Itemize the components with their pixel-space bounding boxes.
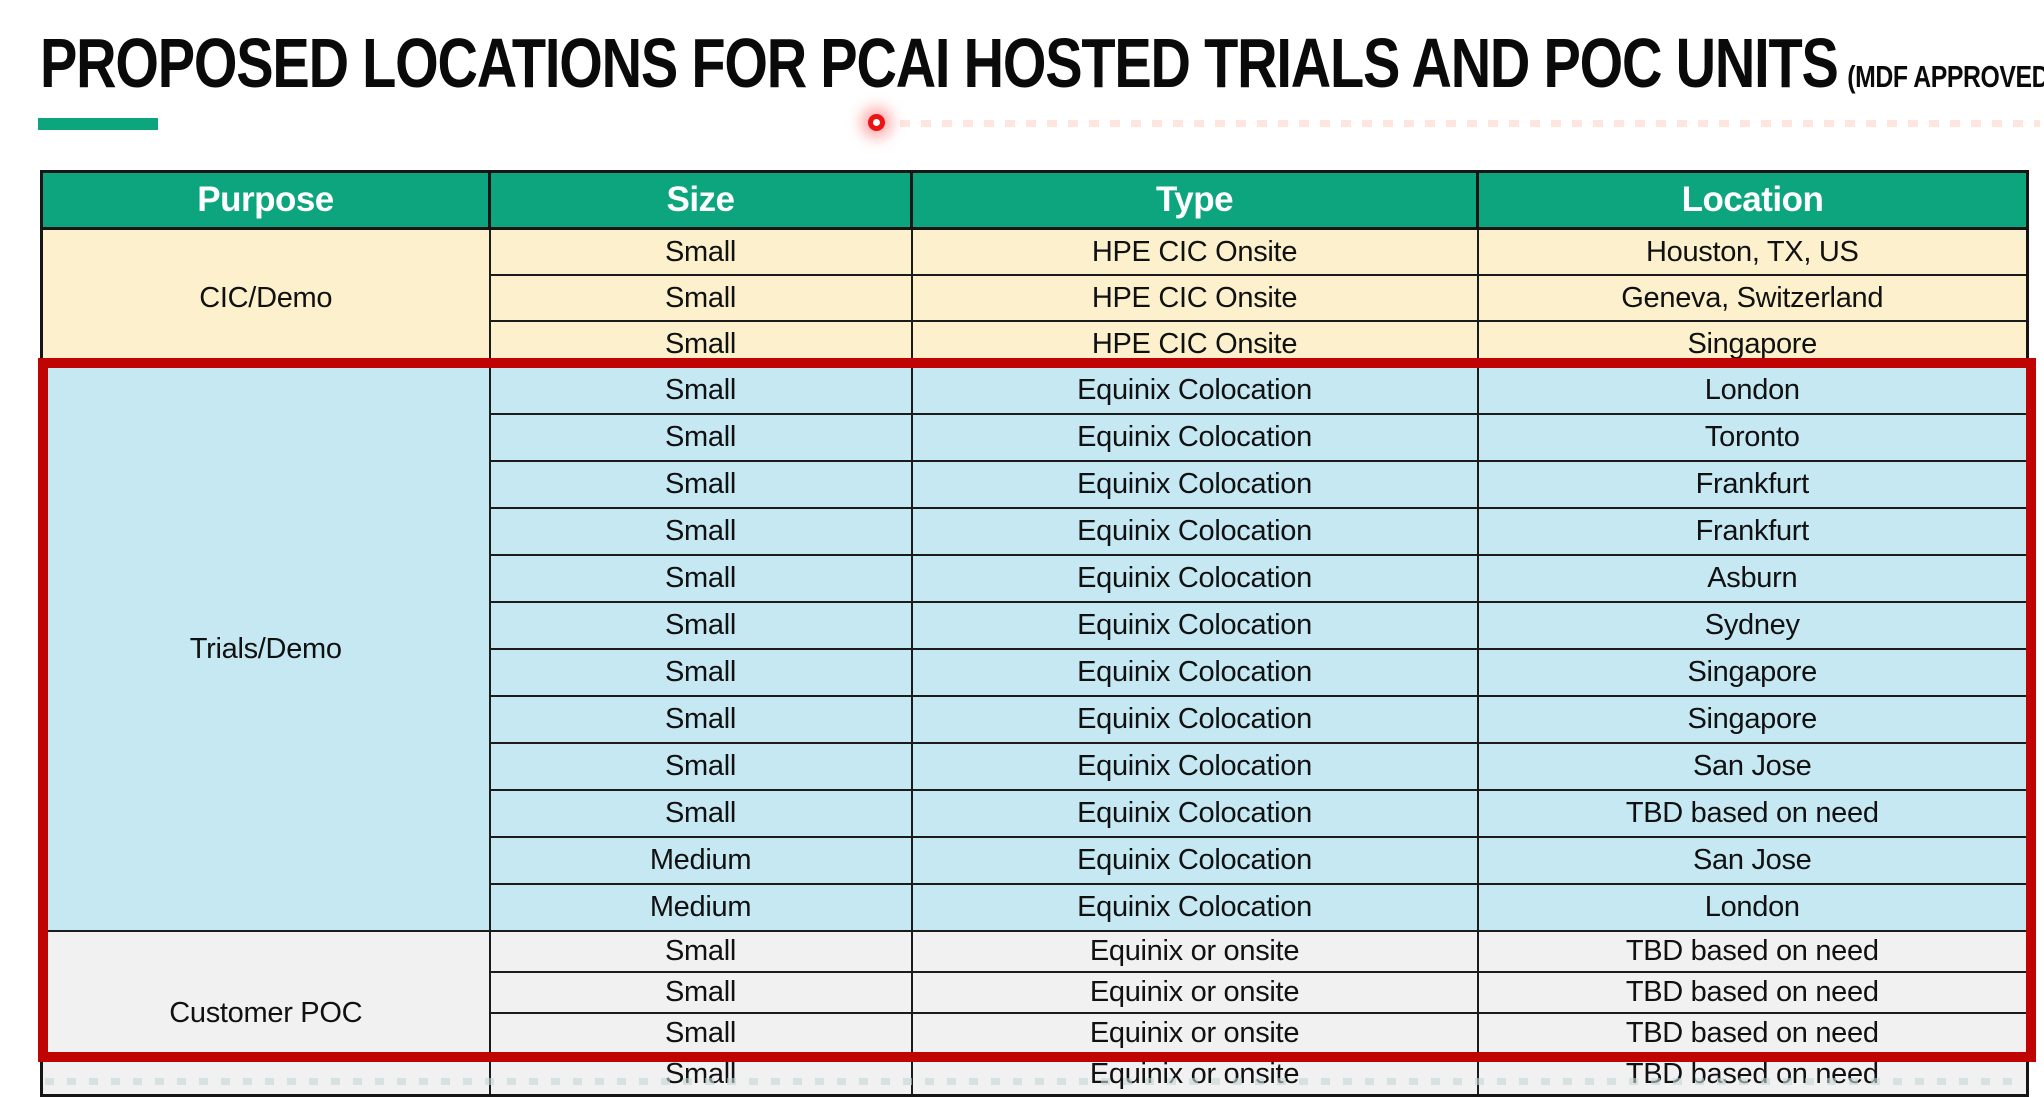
cell-location: TBD based on need [1476,1012,2029,1055]
page-title-text: PROPOSED LOCATIONS FOR PCAI HOSTED TRIAL… [40,24,1839,102]
faint-dashed-line-top [900,120,2040,127]
table-row: Small HPE CIC Onsite Geneva, Switzerland [42,274,2029,322]
cell-type: Equinix Colocation [910,460,1479,509]
cell-type: HPE CIC Onsite [910,320,1479,368]
table-row: Small Equinix Colocation Toronto [42,413,2029,462]
table-row: Small Equinix Colocation Singapore [42,648,2029,697]
table-row: Small Equinix or onsite TBD based on nee… [42,1012,2029,1055]
cell-type: Equinix Colocation [910,413,1479,462]
cell-location: Singapore [1476,648,2029,697]
table-row: Small Equinix or onsite TBD based on nee… [42,971,2029,1014]
cell-type: HPE CIC Onsite [910,227,1479,276]
cell-location: San Jose [1476,742,2029,791]
table-row: Medium Equinix Colocation London [42,883,2029,932]
cell-size: Small [488,507,913,556]
cell-type: Equinix or onsite [910,930,1479,973]
cell-type: Equinix or onsite [910,1053,1479,1097]
table-row: Small Equinix Colocation TBD based on ne… [42,789,2029,838]
cell-type: Equinix Colocation [910,789,1479,838]
cell-location: London [1476,366,2029,415]
cell-location: Toronto [1476,413,2029,462]
table-row: Small Equinix Colocation Sydney [42,601,2029,650]
header-cell-size: Size [488,170,913,230]
table-row: Small Equinix Colocation Asburn [42,554,2029,603]
header-cell-location: Location [1476,170,2029,230]
cell-location: Frankfurt [1476,460,2029,509]
cell-size: Small [488,366,913,415]
table-row: Customer POC Small Equinix or onsite TBD… [40,930,2029,1097]
table-row: CIC/Demo Small HPE CIC Onsite Houston, T… [40,227,2029,368]
page-title: PROPOSED LOCATIONS FOR PCAI HOSTED TRIAL… [40,28,2044,98]
cell-type: Equinix or onsite [910,1012,1479,1055]
laser-pointer-dot [868,114,885,131]
faint-dashed-line-bottom [45,1078,2020,1085]
purpose-cell-trials-demo: Trials/Demo [40,366,491,932]
purpose-cell-cic-demo: CIC/Demo [40,227,491,368]
cell-size: Small [488,742,913,791]
table-row: Small Equinix Colocation Singapore [42,695,2029,744]
cell-type: HPE CIC Onsite [910,274,1479,322]
cell-location: TBD based on need [1476,1053,2029,1097]
cell-size: Small [488,460,913,509]
cell-size: Small [488,971,913,1014]
cell-type: Equinix Colocation [910,836,1479,885]
cell-location: Frankfurt [1476,507,2029,556]
cell-location: TBD based on need [1476,971,2029,1014]
cell-location: TBD based on need [1476,930,2029,973]
title-accent-bar [38,118,158,130]
cell-type: Equinix Colocation [910,648,1479,697]
cell-location: TBD based on need [1476,789,2029,838]
cell-size: Small [488,227,913,276]
cell-size: Small [488,789,913,838]
cell-type: Equinix or onsite [910,971,1479,1014]
cell-location: London [1476,883,2029,932]
cell-size: Small [488,695,913,744]
table-row: Small Equinix Colocation San Jose [42,742,2029,791]
header-row: Purpose Size Type Location [40,170,2029,230]
cell-size: Small [488,1053,913,1097]
cell-size: Small [488,601,913,650]
header-cell-purpose: Purpose [40,170,491,230]
table-row: Small Equinix Colocation Frankfurt [42,460,2029,509]
cell-size: Medium [488,836,913,885]
cell-type: Equinix Colocation [910,601,1479,650]
table-row: Trials/Demo Small Equinix Colocation Lon… [40,366,2029,932]
cell-type: Equinix Colocation [910,366,1479,415]
cell-size: Small [488,930,913,973]
cell-size: Small [488,320,913,368]
cell-size: Medium [488,883,913,932]
cell-location: Geneva, Switzerland [1476,274,2029,322]
cell-type: Equinix Colocation [910,695,1479,744]
cell-location: Sydney [1476,601,2029,650]
cell-location: Asburn [1476,554,2029,603]
page-title-suffix: (MDF APPROVED) [1847,59,2044,94]
cell-type: Equinix Colocation [910,507,1479,556]
cell-location: Singapore [1476,320,2029,368]
cell-location: Houston, TX, US [1476,227,2029,276]
cell-size: Small [488,648,913,697]
cell-location: Singapore [1476,695,2029,744]
cell-type: Equinix Colocation [910,883,1479,932]
cell-size: Small [488,413,913,462]
table-row: Small Equinix Colocation Frankfurt [42,507,2029,556]
purpose-cell-customer-poc: Customer POC [40,930,491,1097]
cell-size: Small [488,1012,913,1055]
locations-table: Purpose Size Type Location CIC/Demo Smal… [40,170,2029,1097]
table-row: Medium Equinix Colocation San Jose [42,836,2029,885]
cell-type: Equinix Colocation [910,554,1479,603]
header-cell-type: Type [910,170,1479,230]
cell-type: Equinix Colocation [910,742,1479,791]
cell-size: Small [488,554,913,603]
cell-location: San Jose [1476,836,2029,885]
cell-size: Small [488,274,913,322]
